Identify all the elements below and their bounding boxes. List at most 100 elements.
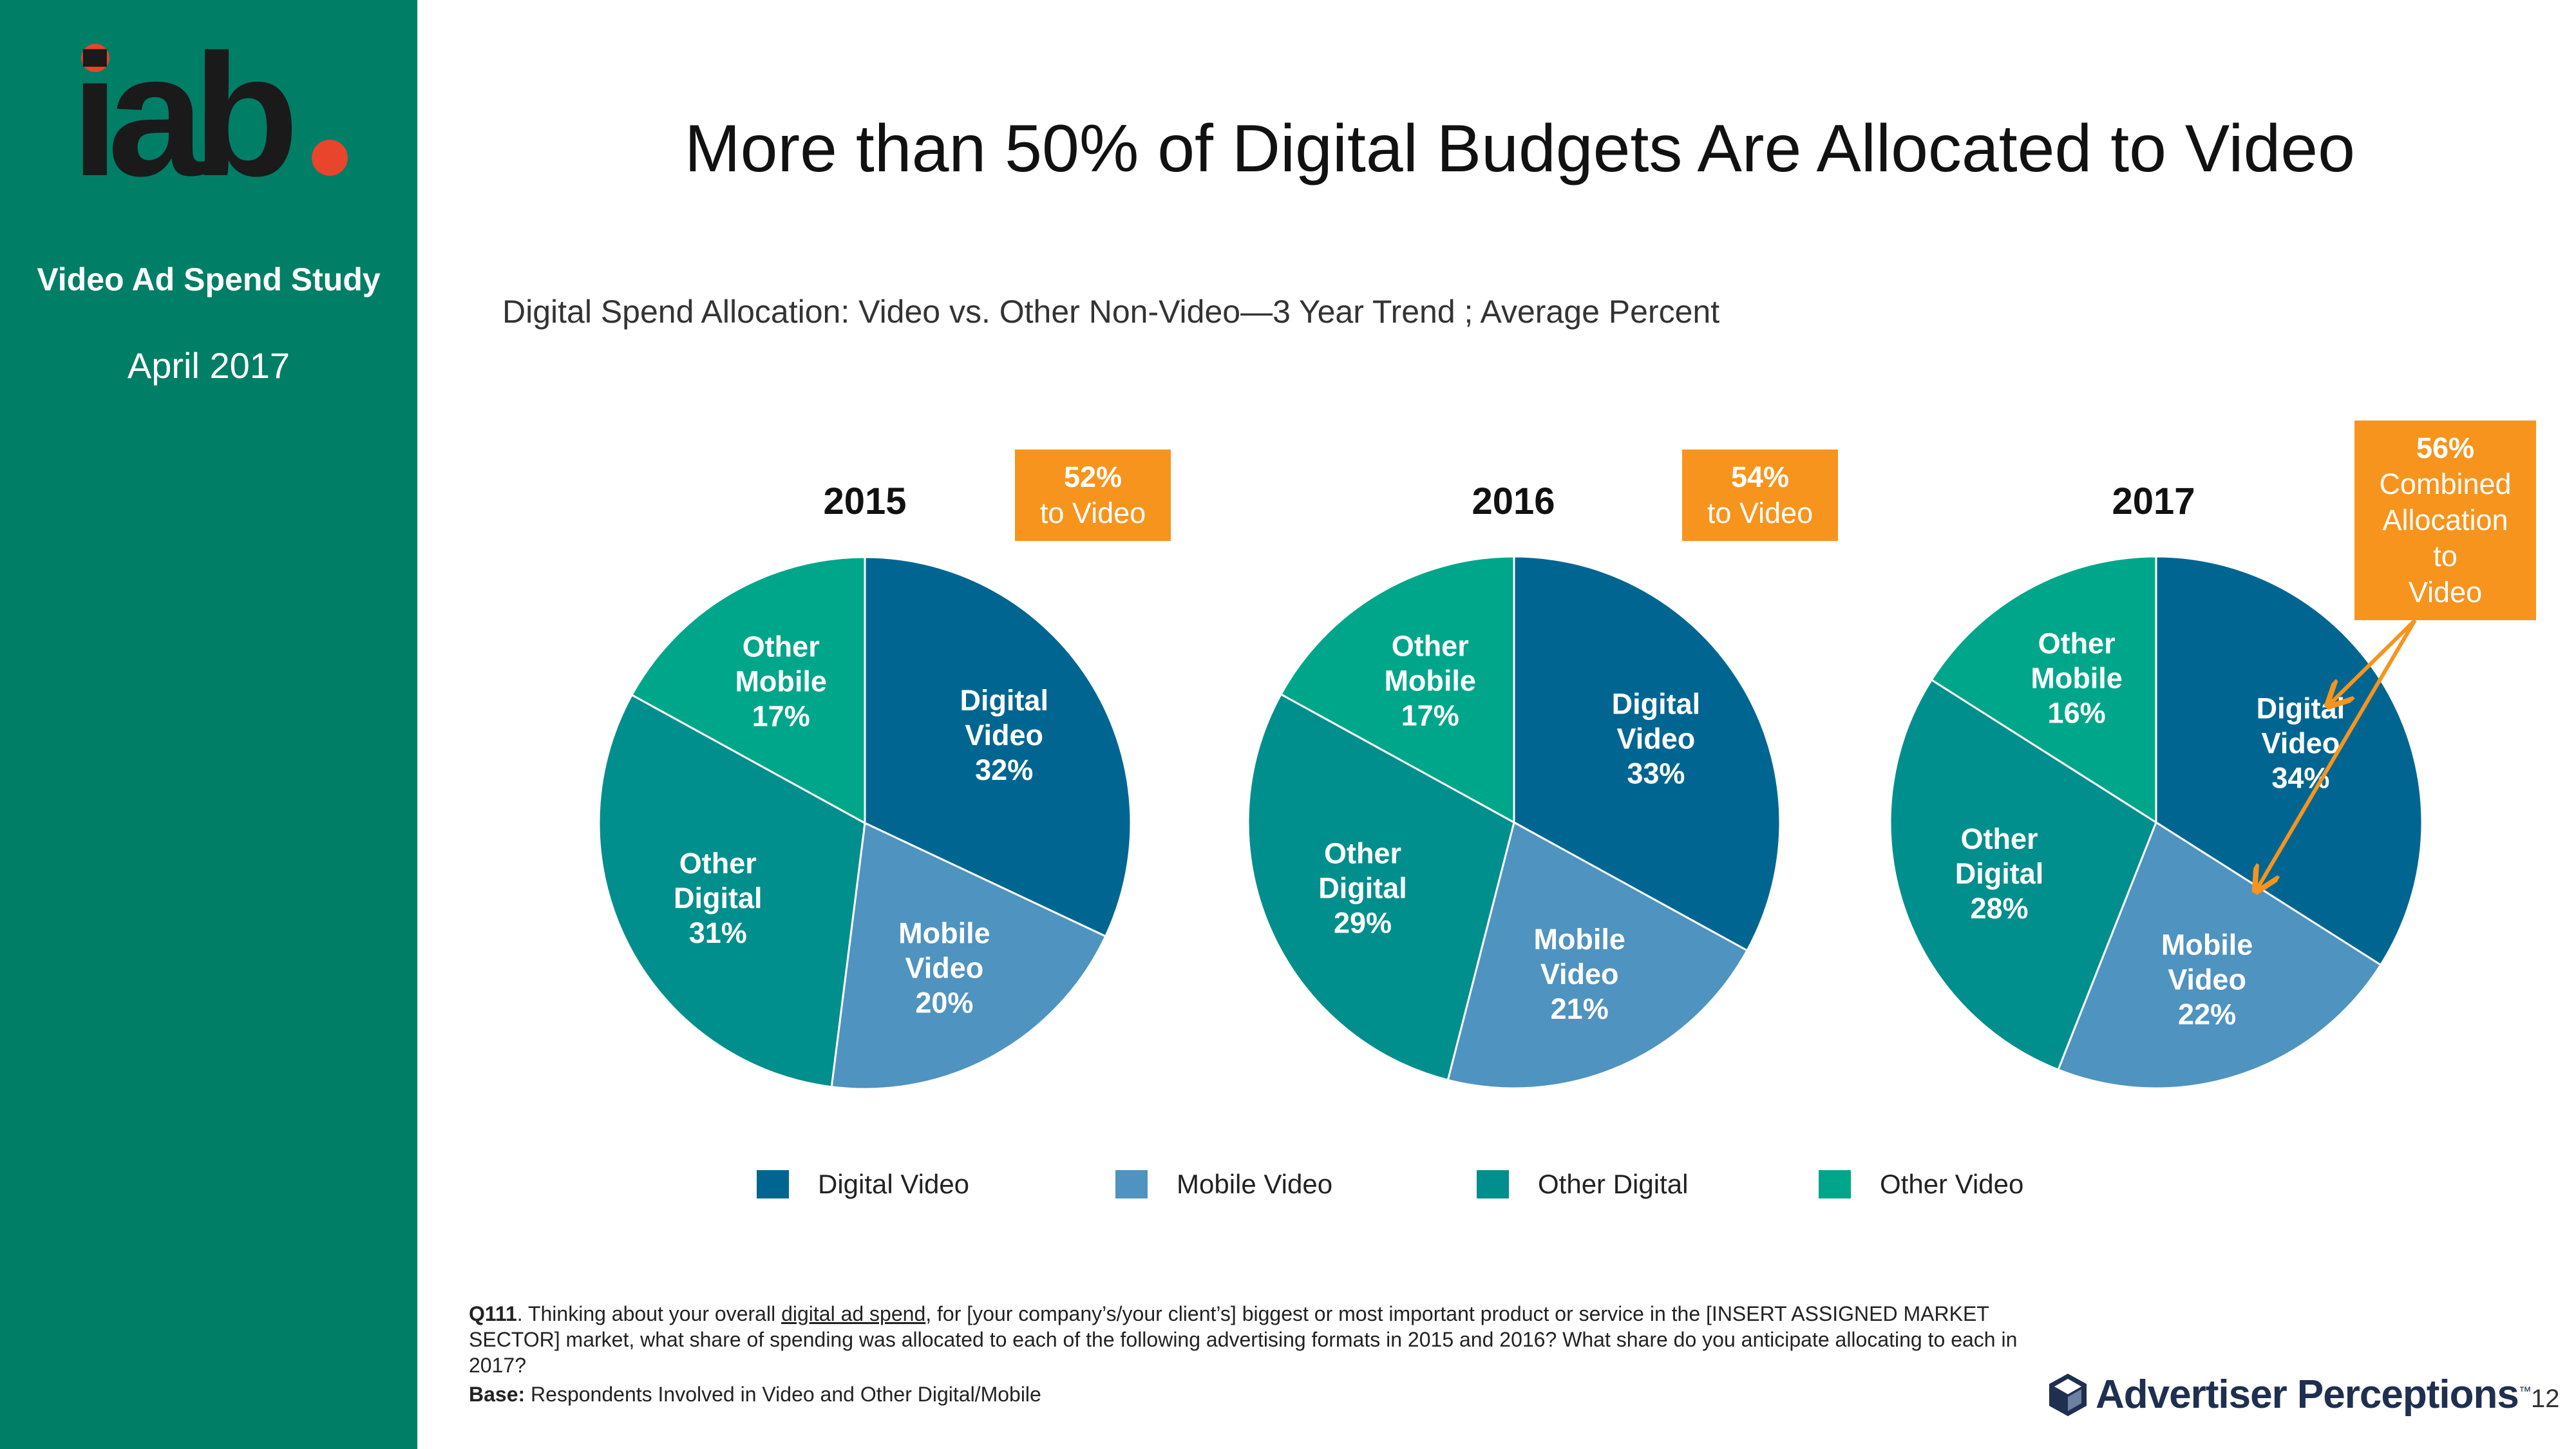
cube-icon [2049, 1373, 2087, 1416]
pie-category-label: Video [2168, 963, 2246, 996]
callout-2017: 56% Combined Allocation to Video [2354, 421, 2536, 620]
callout-text: Allocation [2382, 504, 2508, 536]
pie-value-label: 32% [975, 753, 1033, 786]
legend-label: Other Digital [1538, 1169, 1689, 1199]
pie-value-label: 31% [689, 916, 747, 949]
pie-category-label: Digital [1318, 872, 1407, 905]
pie-category-label: Video [905, 951, 984, 984]
pie-value-label: 33% [1627, 757, 1685, 790]
svg-text:iab: iab [71, 26, 293, 193]
pie-value-label: 17% [752, 700, 810, 733]
pie-category-label: Mobile [1533, 923, 1625, 956]
pie-category-label: Mobile [2161, 929, 2253, 961]
question-part2: , for [your company’s/your client’s] big… [469, 1302, 2018, 1377]
callout-arrow-mobile [2257, 619, 2417, 889]
pie-category-label: Other [1960, 822, 2038, 855]
legend-label: Other Video [1880, 1169, 2024, 1199]
legend-swatch [1819, 1170, 1851, 1198]
pie-slice-digital-video [2155, 555, 2423, 967]
pie-value-label: 29% [1334, 907, 1392, 940]
pie-chart-2017: DigitalVideo34%MobileVideo22%OtherDigita… [1889, 555, 2423, 1090]
callout-text: Combined [2379, 468, 2512, 500]
sidebar: iab Video Ad Spend Study April 2017 [0, 0, 417, 1449]
pie-category-label: Video [965, 719, 1043, 752]
pie-category-label: Video [2262, 727, 2340, 760]
pie-category-label: Other [1392, 630, 1469, 663]
pie-slice-other-digital [1247, 693, 1515, 1081]
legend-other-digital: Other Digital [1477, 1169, 1688, 1200]
pie-category-label: Digital [674, 882, 762, 914]
advertiser-perceptions-logo: Advertiser Perceptions ™ [2048, 1372, 2532, 1417]
pie-category-label: Digital [2257, 692, 2345, 725]
pie-slice-digital-video [1513, 555, 1781, 952]
page-number: 12 [2531, 1385, 2560, 1413]
pie-value-label: 28% [1970, 892, 2028, 925]
trademark: ™ [2518, 1385, 2532, 1399]
pie-slice-mobile-video [830, 821, 1107, 1090]
question-part1: . Thinking about your overall [516, 1302, 782, 1325]
pie-category-label: Mobile [898, 916, 990, 949]
legend-other-video: Other Video [1819, 1169, 2023, 1200]
pie-slice-other-digital [1889, 678, 2157, 1071]
callout-value: 52% [1063, 460, 1122, 493]
callout-text: to Video [1039, 497, 1146, 529]
study-name: Video Ad Spend Study [37, 261, 381, 298]
pie-category-label: Video [1617, 723, 1696, 755]
brand-name: Advertiser Perceptions [2096, 1372, 2519, 1417]
legend-swatch [1115, 1170, 1148, 1198]
pie-category-label: Video [1540, 958, 1619, 990]
pie-category-label: Digital [1955, 857, 2044, 890]
chart-title-2017: 2017 [2112, 480, 2195, 522]
callout-text: Video [2408, 576, 2483, 609]
pie-category-label: Mobile [1384, 665, 1476, 697]
chart-title-2016: 2016 [1472, 480, 1555, 522]
pie-category-label: Other [679, 847, 757, 880]
pie-value-label: 22% [2178, 998, 2236, 1031]
callout-value: 54% [1730, 460, 1790, 493]
pie-category-label: Other [1324, 837, 1401, 870]
footnote-question: Q111. Thinking about your overall digita… [469, 1301, 2027, 1378]
base-label: Base: [469, 1383, 526, 1406]
pie-chart-2015: DigitalVideo32%MobileVideo20%OtherDigita… [598, 556, 1132, 1090]
callout-arrow-digital [2330, 618, 2417, 704]
page-title: More than 50% of Digital Budgets Are All… [685, 111, 2355, 186]
pie-value-label: 21% [1551, 992, 1609, 1025]
pie-category-label: Mobile [735, 665, 827, 698]
base-text: Respondents Involved in Video and Other … [525, 1383, 1041, 1406]
chart-title-2015: 2015 [823, 480, 907, 522]
pie-slice-digital-video [864, 556, 1132, 938]
legend-label: Digital Video [818, 1169, 970, 1199]
pie-slice-other-mobile [630, 556, 866, 825]
pie-category-label: Mobile [2031, 662, 2123, 695]
callout-2015: 52% to Video [1015, 450, 1171, 541]
legend-swatch [1477, 1170, 1509, 1198]
pie-slice-other-digital [598, 694, 866, 1088]
pie-category-label: Digital [960, 684, 1048, 717]
pie-chart-2016: DigitalVideo33%MobileVideo21%OtherDigita… [1247, 555, 1781, 1090]
study-date: April 2017 [127, 345, 290, 386]
pie-value-label: 34% [2271, 762, 2329, 795]
callout-2016: 54% to Video [1682, 450, 1838, 541]
chart-subtitle: Digital Spend Allocation: Video vs. Othe… [502, 294, 1720, 330]
legend-digital-video: Digital Video [757, 1169, 969, 1200]
pie-slice-other-mobile [1280, 555, 1515, 824]
pie-slice-mobile-video [1446, 820, 1748, 1090]
pie-value-label: 16% [2048, 697, 2106, 730]
pie-value-label: 20% [915, 986, 973, 1019]
footnote-base: Base: Respondents Involved in Video and … [469, 1383, 1041, 1406]
iab-logo: iab [71, 26, 348, 193]
callout-text: to Video [1707, 497, 1814, 529]
pie-slice-mobile-video [2057, 820, 2382, 1090]
legend-swatch [757, 1170, 789, 1198]
question-id: Q111 [469, 1302, 517, 1325]
pie-slice-other-mobile [1930, 555, 2157, 824]
question-underlined: digital ad spend [781, 1302, 926, 1325]
pie-category-label: Other [743, 630, 820, 663]
legend-label: Mobile Video [1177, 1169, 1333, 1199]
callout-value: 56% [2416, 431, 2475, 464]
pie-value-label: 17% [1401, 699, 1459, 732]
pie-category-label: Other [2038, 627, 2116, 660]
callout-text: to [2433, 540, 2458, 573]
legend-mobile-video: Mobile Video [1115, 1169, 1332, 1200]
